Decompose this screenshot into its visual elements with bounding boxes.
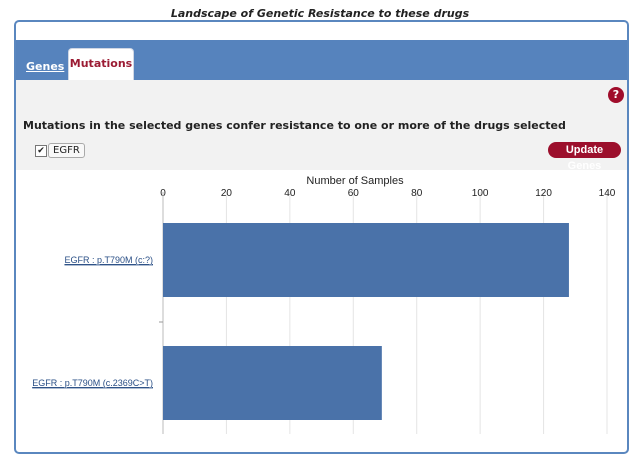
tab-genes[interactable]: Genes <box>26 60 65 73</box>
egfr-gene-label[interactable]: EGFR <box>48 143 85 158</box>
bar <box>163 346 382 420</box>
tab-bar: Genes Mutations <box>16 40 627 80</box>
mutation-bar-chart: Number of Samples020406080100120140EGFR … <box>32 175 616 434</box>
x-tick-label: 20 <box>221 188 233 199</box>
tab-mutations[interactable]: Mutations <box>68 48 134 80</box>
mutations-content: ? Mutations in the selected genes confer… <box>16 80 627 172</box>
page-title: Landscape of Genetic Resistance to these… <box>170 7 470 20</box>
update-genes-button[interactable]: Update Genes <box>548 142 621 172</box>
x-tick-label: 60 <box>348 188 360 199</box>
x-tick-label: 80 <box>411 188 423 199</box>
x-tick-label: 120 <box>535 188 552 199</box>
bar <box>163 223 569 297</box>
x-axis-title: Number of Samples <box>306 175 404 187</box>
category-label[interactable]: EGFR : p.T790M (c.2369C>T) <box>32 378 153 388</box>
x-tick-label: 100 <box>472 188 489 199</box>
mutations-heading: Mutations in the selected genes confer r… <box>23 119 566 132</box>
egfr-checkbox[interactable]: ✔ <box>35 145 47 157</box>
x-tick-label: 140 <box>599 188 616 199</box>
category-label[interactable]: EGFR : p.T790M (c:?) <box>64 255 153 265</box>
help-icon[interactable]: ? <box>608 87 624 103</box>
x-tick-label: 40 <box>284 188 296 199</box>
